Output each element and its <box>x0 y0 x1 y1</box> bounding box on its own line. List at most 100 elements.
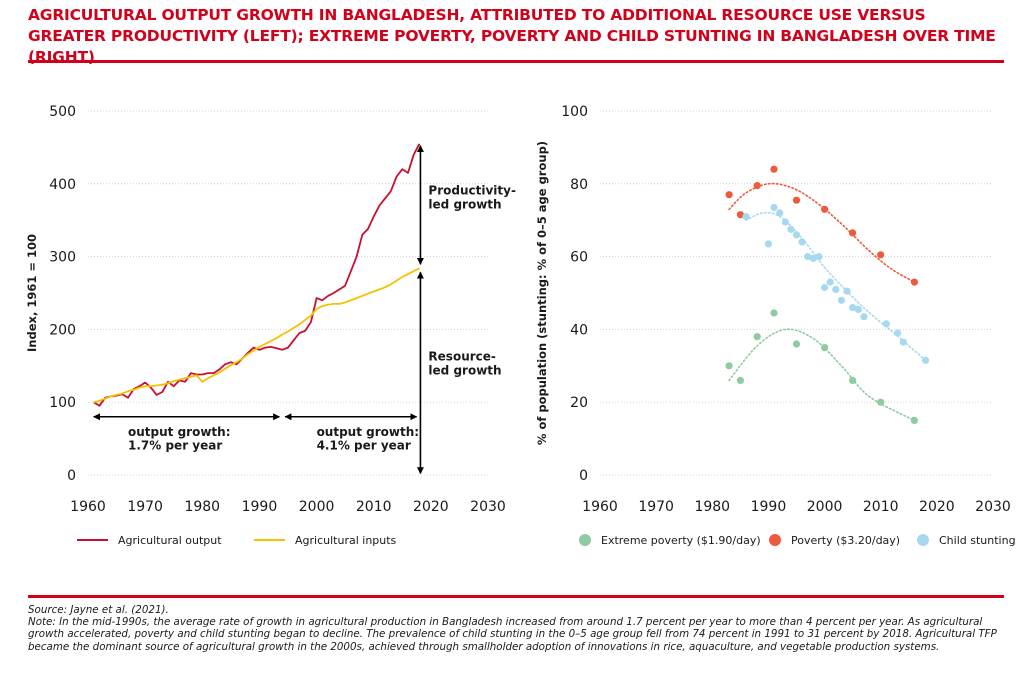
x-tick-label: 1960 <box>70 499 106 515</box>
data-point <box>882 320 890 328</box>
data-point <box>849 229 857 237</box>
text-line: Resource- <box>428 350 495 364</box>
data-point <box>753 182 761 190</box>
x-tick-label: 1960 <box>582 499 618 515</box>
y-tick-label: 80 <box>570 177 588 193</box>
data-point <box>736 376 745 384</box>
data-point <box>776 209 784 217</box>
data-point <box>821 283 829 292</box>
left-chart-agricultural-output: 0 100 200 300 400 500 1960 1970 1980 1990 2000 2010… <box>25 104 516 547</box>
y-axis-label: Index, 1961 = 100 <box>25 234 39 352</box>
data-point <box>798 238 806 246</box>
legend-swatch <box>769 534 781 546</box>
y-tick-label: 0 <box>67 468 76 484</box>
right-chart-poverty-stunting: 0 20 40 60 80 100 1960 1970 1980 1990 2000 2010 2020… <box>535 104 1016 547</box>
y-tick-label: 20 <box>570 395 588 411</box>
data-point <box>781 218 789 226</box>
data-point <box>821 205 829 213</box>
text-line: led growth <box>428 364 501 378</box>
legend: Extreme poverty ($1.90/day) Poverty ($3.2… <box>579 534 1016 547</box>
resource-label: Resource-led growth <box>428 350 501 378</box>
data-point <box>804 253 812 261</box>
data-point <box>725 191 733 199</box>
data-point <box>792 231 801 239</box>
x-tick-label: 2020 <box>413 499 449 515</box>
top-divider <box>28 60 1004 63</box>
footnotes: Source: Jayne et al. (2021). Note: In th… <box>28 604 998 653</box>
x-tick-label: 2020 <box>919 499 955 515</box>
data-point <box>792 196 801 204</box>
x-tick-label: 2010 <box>863 499 899 515</box>
x-tick-label: 1980 <box>184 499 220 515</box>
data-point <box>843 287 851 295</box>
data-point <box>832 285 840 293</box>
text-line: output growth: <box>128 425 231 439</box>
text-line: 1.7% per year <box>128 439 222 453</box>
x-tick-label: 1970 <box>127 499 163 515</box>
y-axis-label: % of population (stunting: % of 0–5 age … <box>535 141 549 445</box>
productivity-label: Productivity-led growth <box>428 184 516 212</box>
data-point <box>877 398 885 406</box>
data-point <box>770 203 778 212</box>
data-point <box>809 254 817 262</box>
y-tick-label: 500 <box>49 104 76 120</box>
y-tick-label: 60 <box>570 250 588 266</box>
x-tick-label: 2010 <box>356 499 392 515</box>
trend-curve <box>728 182 916 283</box>
x-tick-label: 2000 <box>807 499 843 515</box>
legend: Agricultural output Agricultural inputs <box>77 534 397 547</box>
data-point <box>837 296 846 304</box>
note-text: Note: In the mid-1990s, the average rate… <box>28 616 997 653</box>
y-tick-label: 200 <box>49 322 76 338</box>
source-text: Source: Jayne et al. (2021). <box>28 604 169 616</box>
y-tick-label: 100 <box>49 395 76 411</box>
trend-curve <box>728 328 916 422</box>
data-point <box>725 362 733 370</box>
data-point <box>849 376 857 384</box>
y-tick-label: 0 <box>579 468 588 484</box>
period1-label: output growth: 1.7% per year <box>128 425 231 453</box>
x-tick-label: 1990 <box>751 499 787 515</box>
bottom-divider <box>28 595 1004 598</box>
data-point <box>770 165 778 173</box>
legend-label: Poverty ($3.20/day) <box>791 534 900 547</box>
text-line: Productivity- <box>428 184 516 198</box>
data-point <box>854 305 862 313</box>
data-point <box>849 304 857 312</box>
data-point <box>877 251 885 259</box>
text-line: output growth: <box>317 425 420 439</box>
legend-label: Agricultural output <box>118 534 222 547</box>
data-point <box>770 309 778 317</box>
data-point <box>922 356 930 364</box>
period2-label: output growth: 4.1% per year <box>317 425 420 453</box>
data-point <box>910 278 919 286</box>
x-tick-label: 2000 <box>299 499 335 515</box>
x-tick-label: 2030 <box>975 499 1011 515</box>
trend-curve <box>745 211 927 362</box>
data-point <box>736 211 745 219</box>
y-tick-label: 300 <box>49 250 76 266</box>
x-tick-label: 1970 <box>638 499 674 515</box>
data-point <box>792 340 801 348</box>
legend-swatch <box>579 534 591 546</box>
series-line <box>93 143 421 407</box>
data-point <box>742 213 750 221</box>
x-tick-label: 2030 <box>470 499 506 515</box>
text-line: led growth <box>428 198 501 212</box>
data-point <box>894 329 902 337</box>
data-point <box>787 225 795 233</box>
data-point <box>764 240 773 248</box>
x-tick-label: 1990 <box>242 499 278 515</box>
data-point <box>860 313 868 321</box>
y-tick-label: 100 <box>561 104 588 120</box>
legend-label: Extreme poverty ($1.90/day) <box>601 534 761 547</box>
data-point <box>815 253 823 261</box>
legend-label: Agricultural inputs <box>295 534 397 547</box>
series-line <box>93 267 420 404</box>
data-point <box>910 416 919 424</box>
data-point <box>899 338 907 346</box>
legend-label: Child stunting <box>939 534 1016 547</box>
y-tick-label: 40 <box>570 322 588 338</box>
data-point <box>821 344 829 352</box>
